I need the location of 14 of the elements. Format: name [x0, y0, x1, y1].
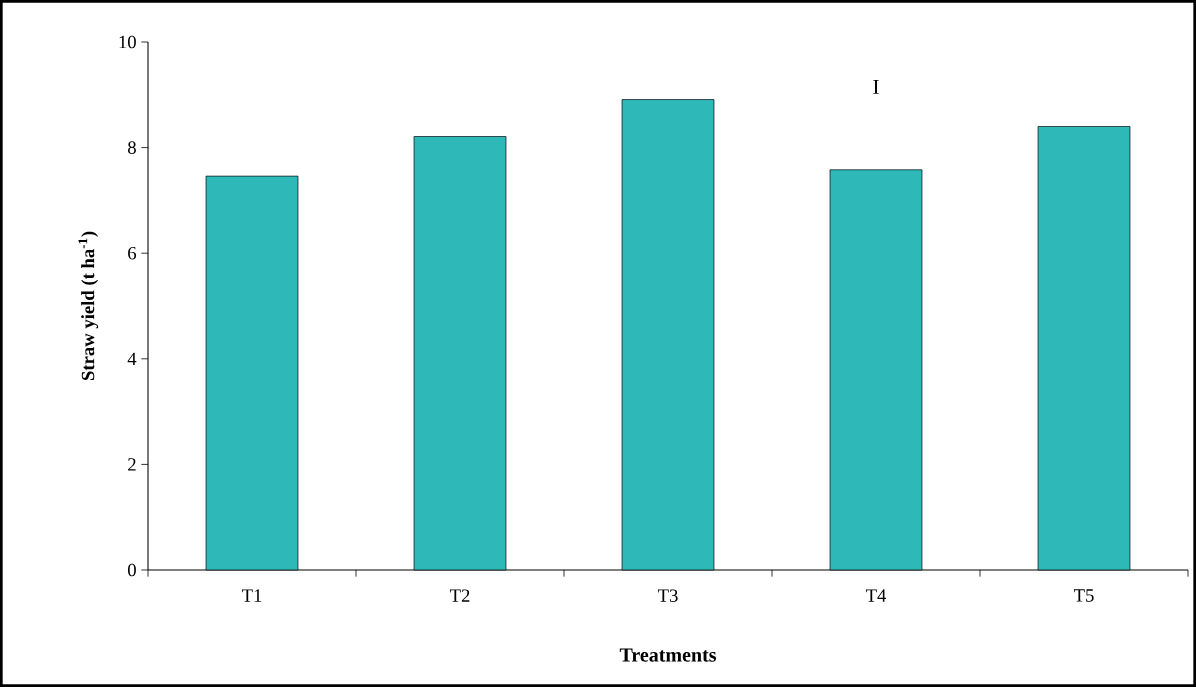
- annotation: I: [873, 79, 879, 94]
- y-tick-label: 4: [127, 352, 137, 365]
- x-tick-label: T4: [865, 589, 887, 602]
- y-tick-label: 0: [128, 563, 136, 577]
- x-tick-label: T5: [1073, 589, 1094, 602]
- text: Straw yield (t ha$^{-1}$): [78, 231, 99, 380]
- x-tick-label: T3: [657, 589, 678, 602]
- y-tick-label: 10: [119, 35, 136, 49]
- y-tick-label: 8: [128, 141, 136, 154]
- x-tick-label: T1: [241, 589, 262, 602]
- x-axis-title: Treatments: [619, 648, 717, 662]
- y-tick-label: 6: [128, 246, 137, 260]
- x-tick-label: T2: [449, 589, 470, 602]
- y-tick-label: 2: [128, 458, 136, 471]
